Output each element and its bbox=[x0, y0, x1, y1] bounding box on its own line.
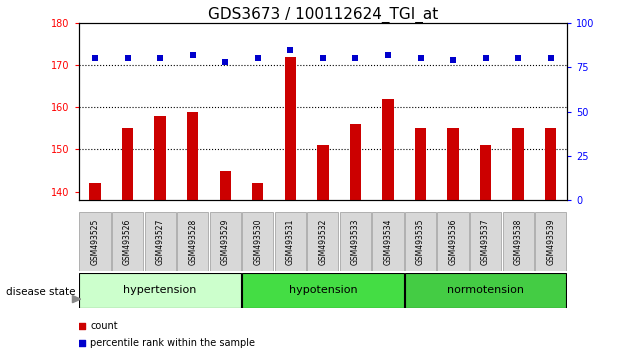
Bar bbox=[89, 183, 101, 200]
Point bbox=[448, 57, 458, 63]
Text: GSM493529: GSM493529 bbox=[220, 218, 230, 265]
Bar bbox=[447, 129, 459, 200]
Text: GSM493539: GSM493539 bbox=[546, 218, 555, 265]
FancyBboxPatch shape bbox=[79, 273, 241, 308]
Text: GSM493530: GSM493530 bbox=[253, 218, 262, 265]
Bar bbox=[154, 116, 166, 200]
Point bbox=[350, 56, 360, 61]
Bar bbox=[317, 145, 329, 200]
Point bbox=[188, 52, 198, 58]
Bar bbox=[122, 129, 134, 200]
Point bbox=[90, 56, 100, 61]
Text: normotension: normotension bbox=[447, 285, 524, 295]
Text: GSM493531: GSM493531 bbox=[286, 218, 295, 265]
Point bbox=[247, 266, 257, 271]
FancyBboxPatch shape bbox=[275, 212, 306, 271]
Polygon shape bbox=[72, 296, 81, 303]
Bar bbox=[219, 171, 231, 200]
FancyBboxPatch shape bbox=[437, 212, 469, 271]
Point bbox=[416, 56, 426, 61]
Bar bbox=[382, 99, 394, 200]
FancyBboxPatch shape bbox=[503, 212, 534, 271]
Text: hypotension: hypotension bbox=[289, 285, 357, 295]
Point bbox=[122, 56, 133, 61]
Point bbox=[383, 52, 393, 58]
Text: GSM493538: GSM493538 bbox=[513, 218, 523, 265]
Text: GSM493533: GSM493533 bbox=[351, 218, 360, 265]
FancyBboxPatch shape bbox=[535, 212, 566, 271]
FancyBboxPatch shape bbox=[242, 212, 273, 271]
FancyBboxPatch shape bbox=[405, 273, 566, 308]
Bar bbox=[512, 129, 524, 200]
Text: GSM493534: GSM493534 bbox=[384, 218, 392, 265]
Bar bbox=[252, 183, 263, 200]
Title: GDS3673 / 100112624_TGI_at: GDS3673 / 100112624_TGI_at bbox=[208, 7, 438, 23]
Point bbox=[546, 56, 556, 61]
Bar bbox=[545, 129, 556, 200]
Bar bbox=[187, 112, 198, 200]
FancyBboxPatch shape bbox=[372, 212, 404, 271]
Bar bbox=[285, 57, 296, 200]
Text: GSM493537: GSM493537 bbox=[481, 218, 490, 265]
Point bbox=[318, 56, 328, 61]
Text: GSM493532: GSM493532 bbox=[318, 218, 328, 265]
Text: GSM493526: GSM493526 bbox=[123, 218, 132, 265]
Point bbox=[220, 59, 231, 65]
Text: disease state: disease state bbox=[6, 287, 76, 297]
Text: percentile rank within the sample: percentile rank within the sample bbox=[91, 338, 256, 348]
Text: GSM493528: GSM493528 bbox=[188, 218, 197, 264]
FancyBboxPatch shape bbox=[144, 212, 176, 271]
FancyBboxPatch shape bbox=[470, 212, 501, 271]
FancyBboxPatch shape bbox=[112, 212, 143, 271]
Bar bbox=[350, 124, 361, 200]
FancyBboxPatch shape bbox=[307, 212, 338, 271]
FancyBboxPatch shape bbox=[242, 273, 404, 308]
FancyBboxPatch shape bbox=[210, 212, 241, 271]
Text: hypertension: hypertension bbox=[123, 285, 197, 295]
Text: GSM493525: GSM493525 bbox=[91, 218, 100, 265]
Point bbox=[155, 56, 165, 61]
Point bbox=[481, 56, 491, 61]
Text: GSM493536: GSM493536 bbox=[449, 218, 457, 265]
FancyBboxPatch shape bbox=[177, 212, 209, 271]
Text: count: count bbox=[91, 321, 118, 331]
Bar bbox=[415, 129, 427, 200]
FancyBboxPatch shape bbox=[79, 212, 111, 271]
Point bbox=[285, 47, 295, 52]
Bar bbox=[480, 145, 491, 200]
Point bbox=[247, 105, 257, 110]
Text: GSM493527: GSM493527 bbox=[156, 218, 164, 265]
Text: GSM493535: GSM493535 bbox=[416, 218, 425, 265]
Point bbox=[513, 56, 523, 61]
Point bbox=[253, 56, 263, 61]
FancyBboxPatch shape bbox=[405, 212, 436, 271]
FancyBboxPatch shape bbox=[340, 212, 371, 271]
